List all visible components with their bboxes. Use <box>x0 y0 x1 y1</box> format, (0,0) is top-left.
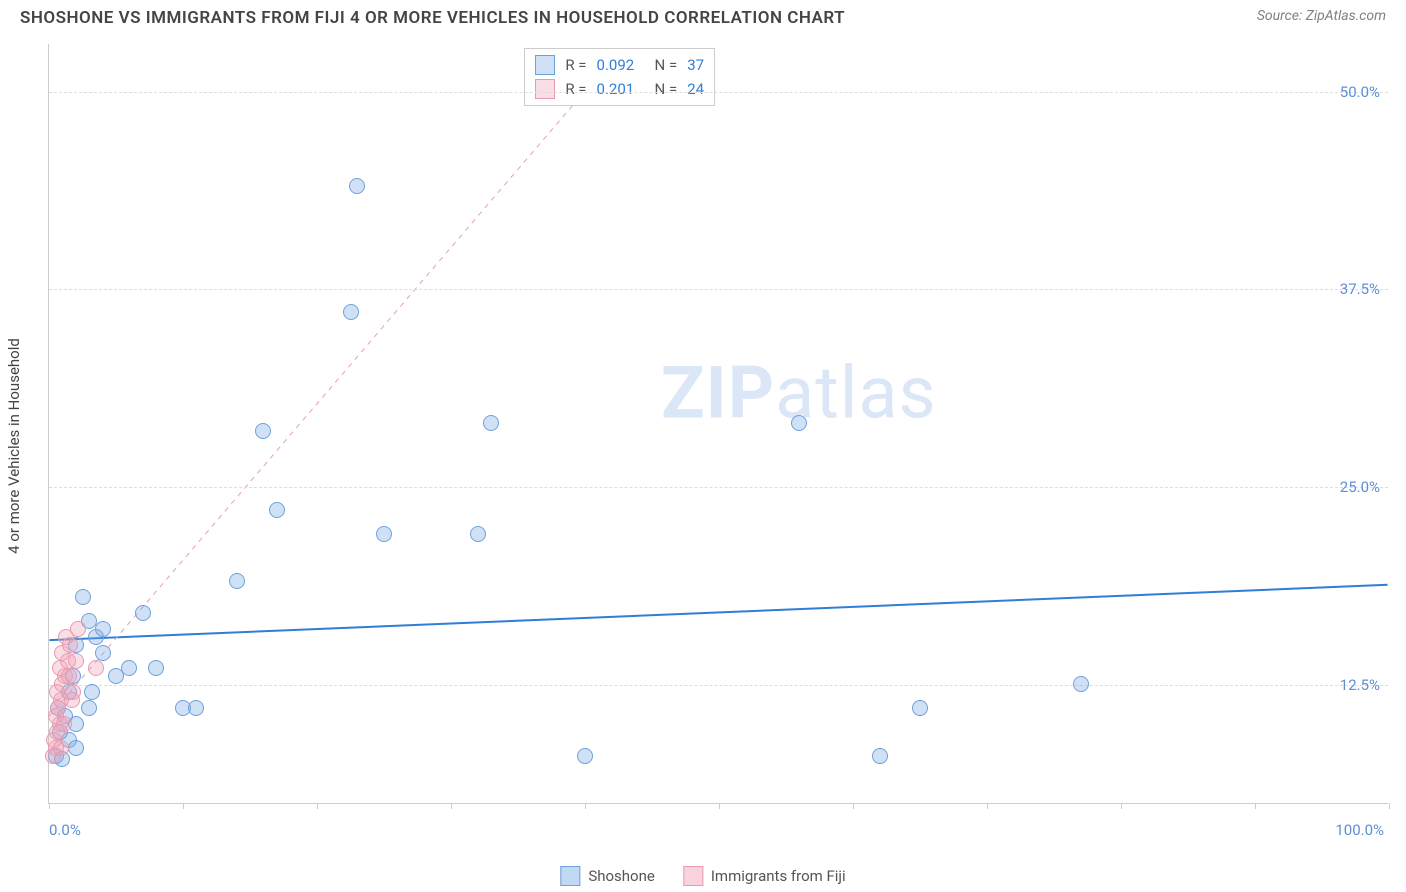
gridline <box>49 289 1388 290</box>
x-tick-mark <box>853 803 854 809</box>
gridline <box>49 685 1388 686</box>
x-tick-label: 0.0% <box>49 821 81 839</box>
stat-n-value: 24 <box>687 77 704 101</box>
x-tick-mark <box>49 803 50 809</box>
y-tick-label: 50.0% <box>1340 83 1380 101</box>
data-point <box>1073 676 1089 692</box>
stats-row: R = 0.201 N = 24 <box>535 77 704 101</box>
y-tick-label: 12.5% <box>1340 676 1380 694</box>
stat-r-value: 0.201 <box>597 77 645 101</box>
data-point <box>75 589 91 605</box>
stat-n-label: N = <box>655 77 678 101</box>
legend-swatch <box>535 55 555 75</box>
legend-label: Shoshone <box>588 867 655 885</box>
x-tick-label: 100.0% <box>1335 821 1384 839</box>
legend-swatch <box>560 866 580 886</box>
scatter-plot: ZIPatlas R =0.092N =37R =0.201N =24 12.5… <box>48 44 1388 804</box>
series-legend: Shoshone Immigrants from Fiji <box>560 866 845 886</box>
data-point <box>470 526 486 542</box>
data-point <box>343 304 359 320</box>
data-point <box>188 700 204 716</box>
chart-source: Source: ZipAtlas.com <box>1257 8 1386 24</box>
chart-title: SHOSHONE VS IMMIGRANTS FROM FIJI 4 OR MO… <box>20 8 845 28</box>
data-point <box>70 621 86 637</box>
data-point <box>577 748 593 764</box>
stats-legend: R = 0.092 N = 37 R = 0.201 N = 24 <box>524 48 715 106</box>
gridline <box>49 487 1388 488</box>
data-point <box>872 748 888 764</box>
data-point <box>95 645 111 661</box>
data-point <box>68 740 84 756</box>
x-tick-mark <box>719 803 720 809</box>
x-tick-mark <box>1121 803 1122 809</box>
data-point <box>61 668 77 684</box>
trendline <box>49 585 1387 640</box>
x-tick-mark <box>317 803 318 809</box>
x-tick-mark <box>987 803 988 809</box>
y-axis-label: 4 or more Vehicles in Household <box>5 338 23 554</box>
data-point <box>229 573 245 589</box>
data-point <box>255 423 271 439</box>
chart-header: SHOSHONE VS IMMIGRANTS FROM FIJI 4 OR MO… <box>0 0 1406 32</box>
legend-item: Immigrants from Fiji <box>683 866 846 886</box>
data-point <box>269 502 285 518</box>
y-tick-label: 25.0% <box>1340 478 1380 496</box>
data-point <box>912 700 928 716</box>
data-point <box>84 684 100 700</box>
x-tick-mark <box>451 803 452 809</box>
gridline <box>49 92 1388 93</box>
data-point <box>791 415 807 431</box>
x-tick-mark <box>183 803 184 809</box>
data-point <box>135 605 151 621</box>
x-tick-mark <box>585 803 586 809</box>
trendlines-layer <box>49 44 1388 803</box>
data-point <box>376 526 392 542</box>
x-tick-mark <box>1255 803 1256 809</box>
data-point <box>56 716 72 732</box>
stat-r-label: R = <box>565 77 586 101</box>
stat-r-label: R = <box>565 53 586 77</box>
stat-r-value: 0.092 <box>597 53 645 77</box>
data-point <box>349 178 365 194</box>
stat-n-value: 37 <box>687 53 704 77</box>
stat-n-label: N = <box>655 53 678 77</box>
data-point <box>95 621 111 637</box>
y-tick-label: 37.5% <box>1340 280 1380 298</box>
data-point <box>53 740 69 756</box>
data-point <box>483 415 499 431</box>
x-tick-mark <box>1389 803 1390 809</box>
trendline <box>49 91 584 716</box>
data-point <box>64 692 80 708</box>
data-point <box>121 660 137 676</box>
legend-swatch <box>535 79 555 99</box>
legend-swatch <box>683 866 703 886</box>
data-point <box>88 660 104 676</box>
data-point <box>81 700 97 716</box>
data-point <box>148 660 164 676</box>
stats-row: R = 0.092 N = 37 <box>535 53 704 77</box>
legend-label: Immigrants from Fiji <box>711 867 846 885</box>
data-point <box>68 653 84 669</box>
legend-item: Shoshone <box>560 866 655 886</box>
